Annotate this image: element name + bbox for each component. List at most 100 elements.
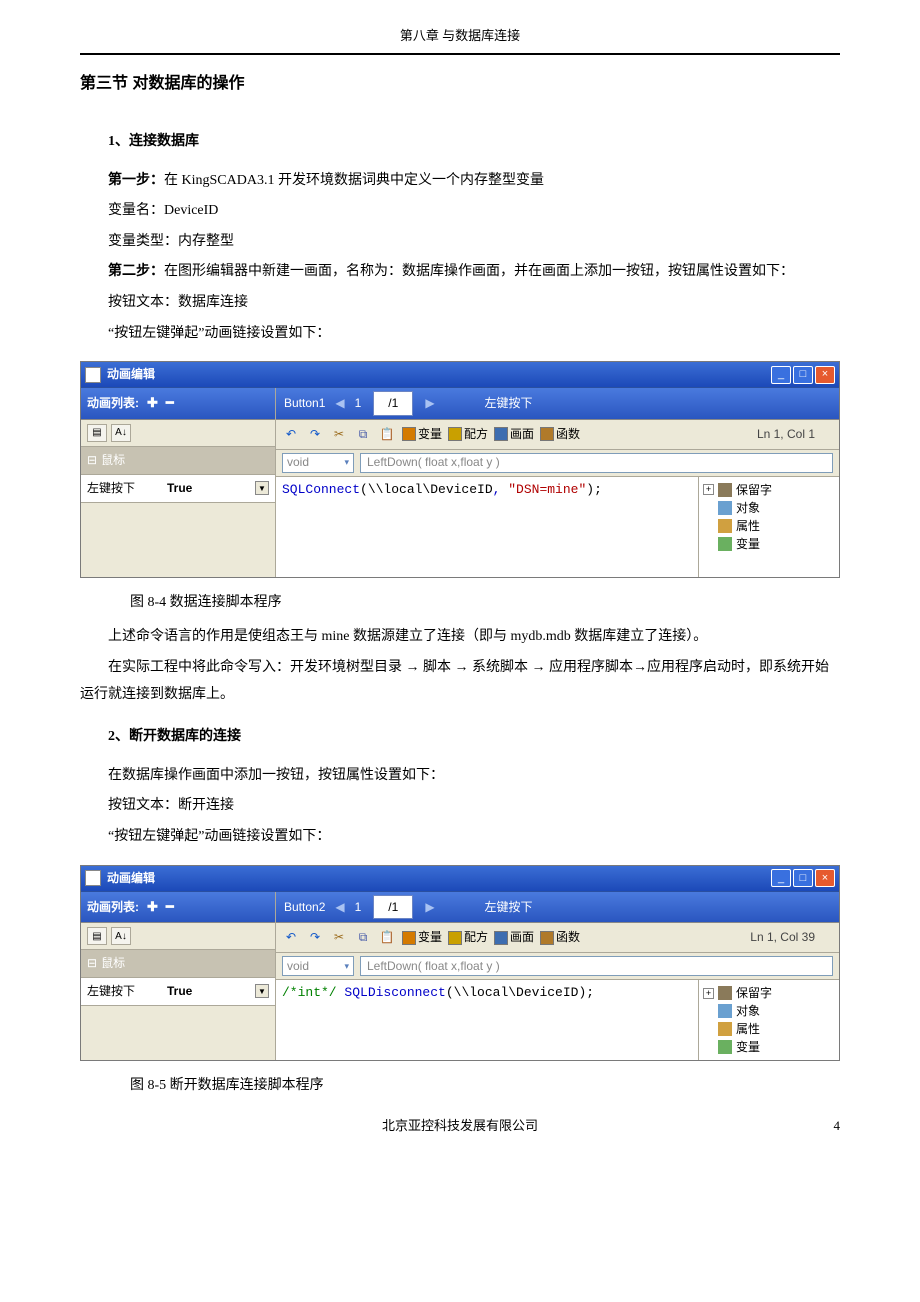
tree-cat-label: 鼠标	[101, 952, 125, 975]
prev-page-icon[interactable]: ◀	[335, 392, 344, 415]
redo-icon[interactable]: ↷	[306, 425, 324, 443]
paste-icon[interactable]: 📋	[378, 929, 396, 947]
func-button[interactable]: 函数	[540, 926, 580, 949]
page-total: /1	[373, 391, 413, 416]
code-fn: SQLConnect	[282, 482, 360, 497]
code-editor[interactable]: SQLConnect(\\local\DeviceID, "DSN=mine")…	[276, 477, 699, 577]
prev-page-icon[interactable]: ◀	[335, 896, 344, 919]
tree-item[interactable]: +保留字	[703, 481, 835, 499]
sub2-heading: 2、断开数据库的连接	[108, 724, 840, 751]
screen-icon	[494, 427, 508, 441]
return-type-select[interactable]: void▾	[282, 956, 354, 976]
tree-row[interactable]: 左键按下 True ▼	[81, 475, 275, 503]
dropdown-icon[interactable]: ▼	[255, 984, 269, 998]
recipe-icon	[448, 931, 462, 945]
redo-icon[interactable]: ↷	[306, 929, 324, 947]
tree-item[interactable]: 对象	[703, 499, 835, 517]
minimize-button[interactable]: _	[771, 366, 791, 384]
remove-icon[interactable]: ━	[166, 391, 174, 416]
add-icon[interactable]: ✚	[147, 895, 158, 920]
tree-key: 左键按下	[87, 980, 157, 1003]
var-type-line: 变量类型：内存整型	[80, 229, 840, 256]
sub2-line3: “按钮左键弹起”动画链接设置如下：	[80, 824, 840, 851]
collapse-icon[interactable]: ⊟	[87, 449, 97, 472]
sub1-heading: 1、连接数据库	[108, 129, 840, 156]
next-page-icon[interactable]: ▶	[425, 392, 434, 415]
undo-icon[interactable]: ↶	[282, 425, 300, 443]
tree-item[interactable]: 对象	[703, 1002, 835, 1020]
tree-item[interactable]: 变量	[703, 1038, 835, 1056]
code-editor[interactable]: /*int*/ SQLDisconnect(\\local\DeviceID);	[276, 980, 699, 1060]
expand-icon[interactable]: +	[703, 988, 714, 999]
footer-company: 北京亚控科技发展有限公司	[80, 1114, 840, 1139]
left-pane: 动画列表: ✚ ━ ▤ A↓ ⊟ 鼠标 左键按下 True ▼	[81, 388, 276, 577]
func-button[interactable]: 函数	[540, 423, 580, 446]
step2-rest: 在图形编辑器中新建一画面，名称为：数据库操作画面，并在画面上添加一按钮，按钮属性…	[164, 264, 794, 279]
anim-list-label: 动画列表:	[87, 896, 139, 919]
button-id: Button1	[284, 392, 325, 415]
tree-item[interactable]: 变量	[703, 535, 835, 553]
anim-list-bar: 动画列表: ✚ ━	[81, 388, 275, 420]
sub2-line1: 在数据库操作画面中添加一按钮，按钮属性设置如下：	[80, 763, 840, 790]
step2-line: 第二步：在图形编辑器中新建一画面，名称为：数据库操作画面，并在画面上添加一按钮，…	[80, 259, 840, 286]
sort-icon[interactable]: A↓	[111, 424, 131, 442]
func-icon	[540, 931, 554, 945]
add-icon[interactable]: ✚	[147, 391, 158, 416]
recipe-icon	[448, 427, 462, 441]
dropdown-icon[interactable]: ▼	[255, 481, 269, 495]
remove-icon[interactable]: ━	[166, 895, 174, 920]
next-page-icon[interactable]: ▶	[425, 896, 434, 919]
property-icon	[718, 1022, 732, 1036]
tree-item[interactable]: 属性	[703, 517, 835, 535]
btntext-line: 按钮文本：数据库连接	[80, 290, 840, 317]
categorize-icon[interactable]: ▤	[87, 424, 107, 442]
variable-icon	[718, 537, 732, 551]
variable-icon	[718, 1040, 732, 1054]
cut-icon[interactable]: ✂	[330, 929, 348, 947]
code-comma: ,	[493, 482, 509, 497]
copy-icon[interactable]: ⧉	[354, 425, 372, 443]
para-after-1b: 在实际工程中将此命令写入：开发环境树型目录 → 脚本 → 系统脚本 → 应用程序…	[80, 655, 840, 708]
minimize-button[interactable]: _	[771, 869, 791, 887]
tree-category[interactable]: ⊟ 鼠标	[81, 447, 275, 475]
tree-category[interactable]: ⊟ 鼠标	[81, 950, 275, 978]
tree-val: True	[167, 477, 245, 500]
undo-icon[interactable]: ↶	[282, 929, 300, 947]
left-pane: 动画列表: ✚ ━ ▤ A↓ ⊟ 鼠标 左键按下 True ▼	[81, 892, 276, 1061]
recipe-button[interactable]: 配方	[448, 423, 488, 446]
close-button[interactable]: ×	[815, 366, 835, 384]
copy-icon[interactable]: ⧉	[354, 929, 372, 947]
paste-icon[interactable]: 📋	[378, 425, 396, 443]
maximize-button[interactable]: □	[793, 366, 813, 384]
right-pane: Button2 ◀ 1 /1 ▶ 左键按下 ↶ ↷ ✂ ⧉ 📋 变量 配方 画面	[276, 892, 839, 1061]
screen-button[interactable]: 画面	[494, 926, 534, 949]
para-after-1a: 上述命令语言的作用是使组态王与 mine 数据源建立了连接（即与 mydb.md…	[80, 624, 840, 651]
titlebar[interactable]: 动画编辑 _ □ ×	[81, 362, 839, 388]
window-icon	[85, 870, 101, 886]
var-button[interactable]: 变量	[402, 423, 442, 446]
reserved-icon	[718, 986, 732, 1000]
tree-item[interactable]: +保留字	[703, 984, 835, 1002]
window-icon	[85, 367, 101, 383]
anim-list-label: 动画列表:	[87, 392, 139, 415]
var-button[interactable]: 变量	[402, 926, 442, 949]
tree-key: 左键按下	[87, 477, 157, 500]
event-label: 左键按下	[485, 896, 533, 919]
sort-icon[interactable]: A↓	[111, 927, 131, 945]
cut-icon[interactable]: ✂	[330, 425, 348, 443]
screen-button[interactable]: 画面	[494, 423, 534, 446]
expand-icon[interactable]: +	[703, 484, 714, 495]
tree-row[interactable]: 左键按下 True ▼	[81, 978, 275, 1006]
tree-item[interactable]: 属性	[703, 1020, 835, 1038]
var-icon	[402, 931, 416, 945]
categorize-icon[interactable]: ▤	[87, 927, 107, 945]
page-total: /1	[373, 895, 413, 920]
collapse-icon[interactable]: ⊟	[87, 952, 97, 975]
section-title: 第三节 对数据库的操作	[80, 69, 840, 99]
close-button[interactable]: ×	[815, 869, 835, 887]
figure-caption-2: 图 8-5 断开数据库连接脚本程序	[130, 1073, 840, 1100]
return-type-select[interactable]: void▾	[282, 453, 354, 473]
recipe-button[interactable]: 配方	[448, 926, 488, 949]
titlebar[interactable]: 动画编辑 _ □ ×	[81, 866, 839, 892]
maximize-button[interactable]: □	[793, 869, 813, 887]
